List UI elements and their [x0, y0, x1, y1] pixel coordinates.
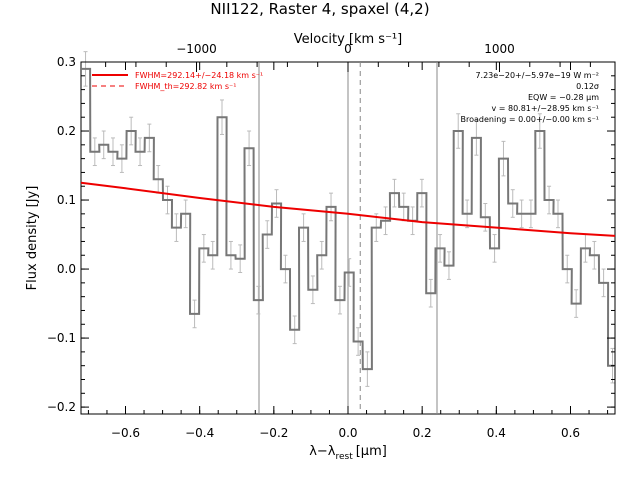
y-tick-label: 0.0 [57, 262, 76, 276]
x-tick-label: 0.0 [338, 426, 357, 440]
annotation-eqw: EQW = −0.28 μm [528, 93, 599, 102]
legend-fit-th-label: FWHM_th=292.82 km s⁻¹ [135, 82, 236, 91]
annotations: 7.23e−20+/−5.97e−19 W m⁻² 0.12σ EQW = −0… [461, 71, 600, 124]
annotation-broadening: Broadening = 0.00+/−0.00 km s⁻¹ [461, 115, 599, 124]
legend-fit-label: FWHM=292.14+/−24.18 km s⁻¹ [135, 71, 263, 80]
legend: FWHM=292.14+/−24.18 km s⁻¹ FWHM_th=292.8… [92, 71, 263, 91]
x-axis-label-sub: rest [335, 452, 353, 462]
x-axis-label: λ−λrest [μm] [309, 444, 387, 462]
x-tick-label: −0.2 [259, 426, 288, 440]
x-tick-label: 0.4 [487, 426, 506, 440]
y-tick-label: 0.1 [57, 193, 76, 207]
top-axis-tick-label: 1000 [484, 42, 515, 56]
x-axis-label-unit: [μm] [356, 444, 387, 459]
y-tick-label: 0.2 [57, 124, 76, 138]
top-axis-tick-label: −1000 [176, 42, 217, 56]
y-tick-label: −0.2 [47, 400, 76, 414]
spectrum-histogram [81, 67, 615, 371]
x-axis-label-main: λ−λ [309, 444, 336, 459]
x-tick-label: −0.6 [111, 426, 140, 440]
fit-line [80, 181, 616, 237]
x-tick-label: 0.6 [561, 426, 580, 440]
y-tick-label: −0.1 [47, 331, 76, 345]
chart-title: NII122, Raster 4, spaxel (4,2) [210, 0, 429, 18]
y-axis-label: Flux density [Jy] [25, 186, 40, 291]
x-tick-label: 0.2 [413, 426, 432, 440]
y-tick-label: 0.3 [57, 55, 76, 69]
x-tick-label: −0.4 [185, 426, 214, 440]
annotation-significance: 0.12σ [576, 82, 599, 91]
annotation-flux: 7.23e−20+/−5.97e−19 W m⁻² [475, 71, 599, 80]
top-axis-label: Velocity [km s⁻¹] [294, 32, 402, 47]
annotation-velocity: v = 80.81+/−28.95 km s⁻¹ [491, 104, 599, 113]
top-axis-tick-label: 0 [344, 42, 352, 56]
